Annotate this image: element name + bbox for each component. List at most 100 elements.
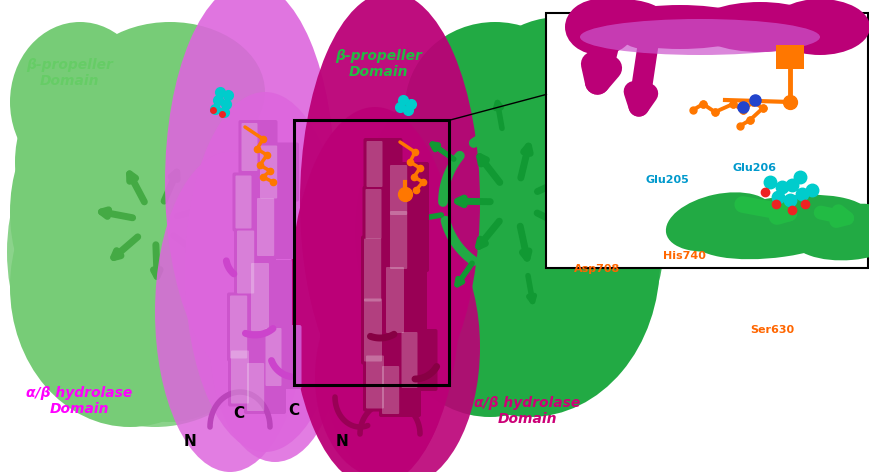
Ellipse shape: [564, 0, 634, 55]
FancyBboxPatch shape: [260, 145, 277, 199]
Text: His740: His740: [662, 251, 705, 261]
FancyBboxPatch shape: [363, 138, 402, 190]
Text: α/β hydrolase
Domain: α/β hydrolase Domain: [474, 396, 580, 426]
FancyBboxPatch shape: [251, 263, 269, 331]
Text: α/β hydrolase
Domain: α/β hydrolase Domain: [26, 386, 132, 416]
FancyBboxPatch shape: [363, 298, 381, 362]
Ellipse shape: [10, 22, 149, 182]
Text: Asp708: Asp708: [574, 264, 620, 274]
FancyBboxPatch shape: [401, 332, 417, 388]
Text: N: N: [183, 434, 196, 449]
FancyBboxPatch shape: [381, 366, 399, 414]
Text: Glu205: Glu205: [645, 175, 688, 185]
Ellipse shape: [70, 182, 269, 422]
Ellipse shape: [380, 157, 600, 417]
Bar: [546, 13, 867, 268]
FancyBboxPatch shape: [231, 351, 249, 404]
Ellipse shape: [474, 17, 644, 167]
FancyBboxPatch shape: [379, 363, 421, 417]
Ellipse shape: [422, 34, 496, 130]
Ellipse shape: [10, 82, 209, 342]
Ellipse shape: [355, 52, 664, 412]
Ellipse shape: [300, 0, 480, 412]
Bar: [775, 45, 803, 69]
FancyBboxPatch shape: [386, 267, 403, 333]
Ellipse shape: [400, 107, 660, 417]
Ellipse shape: [436, 281, 503, 353]
Ellipse shape: [315, 277, 444, 472]
FancyBboxPatch shape: [387, 162, 428, 218]
Ellipse shape: [600, 5, 760, 49]
Text: Glu206: Glu206: [732, 162, 776, 173]
Ellipse shape: [165, 0, 335, 382]
Text: β-propeller
Domain: β-propeller Domain: [335, 49, 421, 79]
FancyBboxPatch shape: [387, 208, 428, 272]
Ellipse shape: [10, 147, 249, 427]
FancyBboxPatch shape: [256, 143, 299, 202]
Ellipse shape: [95, 82, 275, 302]
Ellipse shape: [408, 258, 501, 336]
Ellipse shape: [769, 0, 869, 55]
Ellipse shape: [419, 90, 490, 174]
Ellipse shape: [405, 22, 584, 192]
FancyBboxPatch shape: [235, 176, 251, 228]
FancyBboxPatch shape: [242, 123, 257, 171]
Ellipse shape: [185, 92, 345, 452]
FancyBboxPatch shape: [366, 141, 382, 187]
Ellipse shape: [665, 192, 773, 252]
Ellipse shape: [7, 77, 302, 427]
FancyBboxPatch shape: [361, 295, 405, 364]
FancyBboxPatch shape: [362, 186, 401, 242]
Ellipse shape: [789, 203, 869, 261]
FancyBboxPatch shape: [389, 165, 407, 215]
Bar: [294, 120, 448, 385]
FancyBboxPatch shape: [228, 347, 272, 406]
Text: Ser630: Ser630: [749, 325, 793, 336]
FancyBboxPatch shape: [238, 120, 277, 174]
FancyBboxPatch shape: [362, 353, 407, 412]
Text: N: N: [335, 434, 348, 449]
FancyBboxPatch shape: [229, 295, 247, 359]
FancyBboxPatch shape: [236, 230, 254, 294]
FancyBboxPatch shape: [265, 328, 282, 386]
FancyBboxPatch shape: [361, 236, 402, 304]
Text: β-propeller
Domain: β-propeller Domain: [26, 58, 113, 88]
Ellipse shape: [546, 240, 633, 304]
FancyBboxPatch shape: [234, 228, 275, 296]
Ellipse shape: [541, 102, 618, 171]
Ellipse shape: [434, 62, 654, 322]
Ellipse shape: [400, 52, 600, 272]
FancyBboxPatch shape: [262, 325, 302, 389]
FancyBboxPatch shape: [366, 355, 383, 408]
Ellipse shape: [690, 195, 868, 259]
FancyBboxPatch shape: [389, 211, 407, 269]
FancyBboxPatch shape: [248, 260, 292, 334]
Ellipse shape: [580, 19, 819, 55]
Ellipse shape: [40, 42, 260, 222]
FancyBboxPatch shape: [363, 238, 381, 302]
FancyBboxPatch shape: [398, 329, 437, 391]
FancyBboxPatch shape: [243, 360, 286, 414]
Ellipse shape: [320, 207, 480, 472]
Text: C: C: [289, 403, 299, 418]
FancyBboxPatch shape: [382, 264, 427, 336]
Ellipse shape: [289, 107, 460, 472]
Ellipse shape: [75, 22, 265, 162]
Ellipse shape: [565, 205, 634, 269]
FancyBboxPatch shape: [256, 198, 274, 256]
Ellipse shape: [155, 152, 305, 472]
Ellipse shape: [15, 62, 185, 262]
FancyBboxPatch shape: [232, 172, 271, 231]
Text: C: C: [234, 405, 244, 421]
Ellipse shape: [440, 32, 640, 222]
FancyBboxPatch shape: [227, 293, 269, 362]
FancyBboxPatch shape: [247, 363, 264, 411]
FancyBboxPatch shape: [254, 195, 295, 259]
Ellipse shape: [694, 2, 824, 52]
Ellipse shape: [574, 0, 664, 35]
Ellipse shape: [526, 283, 614, 341]
Ellipse shape: [209, 222, 340, 462]
Ellipse shape: [521, 29, 597, 115]
FancyBboxPatch shape: [365, 189, 381, 239]
Ellipse shape: [614, 5, 674, 49]
